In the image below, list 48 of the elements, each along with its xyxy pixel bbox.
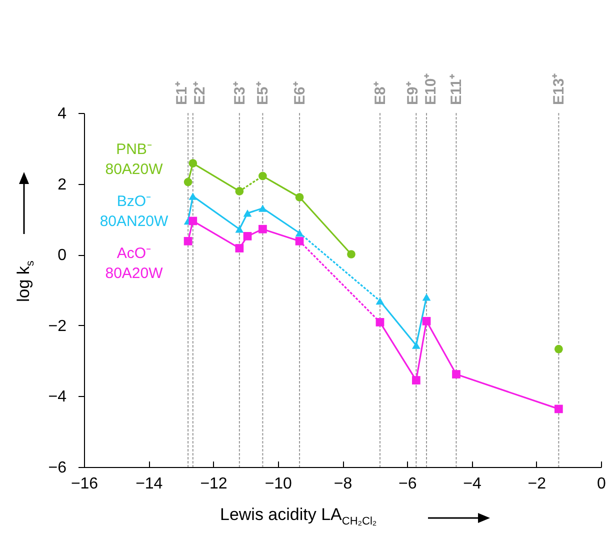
point <box>184 236 192 246</box>
point <box>376 297 384 305</box>
x-tick-label: −4 <box>463 476 482 492</box>
ref-line-label: E3⁺ <box>231 82 248 105</box>
ref-line-label: E13⁺ <box>550 73 568 105</box>
x-axis-title: Lewis acidity LA$_{CH₂Cl₂}$ <box>220 505 377 528</box>
y-tick-label: −6 <box>48 460 67 476</box>
point <box>452 370 460 378</box>
point <box>235 187 244 196</box>
y-tick-label: 0 <box>58 247 67 264</box>
ref-line-label: E2⁺ <box>191 82 208 105</box>
point <box>422 293 431 301</box>
point <box>184 178 192 186</box>
ref-line-label: E10⁺ <box>422 73 440 105</box>
ref-line-label: E1⁺ <box>173 82 190 105</box>
series-label: BzO⁻ 80AN20W <box>100 193 170 230</box>
point <box>235 244 244 252</box>
point <box>376 318 384 326</box>
ref-line-label: E11⁺ <box>448 74 466 105</box>
ref-line-label: E6⁺ <box>292 82 309 105</box>
x-tick-label: −2 <box>528 476 546 492</box>
point <box>188 216 198 226</box>
x-tick-label: −14 <box>136 476 163 492</box>
point <box>188 192 198 200</box>
x-tick-label: −12 <box>200 476 228 492</box>
point <box>412 342 420 349</box>
point <box>243 210 252 217</box>
point <box>235 225 244 233</box>
point <box>412 376 420 384</box>
point <box>422 316 431 326</box>
y-tick-label: 2 <box>58 176 67 194</box>
series-label: AcO⁻ 80A20W <box>105 245 164 282</box>
x-tick-label: −6 <box>398 476 417 492</box>
x-tick-label: −16 <box>70 476 98 492</box>
ref-line-label: E9⁺ <box>404 82 422 105</box>
x-tick-label: −8 <box>334 476 352 492</box>
y-tick-label: −2 <box>48 318 67 335</box>
point <box>554 404 563 414</box>
series-label: PNB⁻ 80A20W <box>105 141 164 178</box>
y-tick-label: −4 <box>48 388 67 406</box>
point <box>554 344 563 354</box>
ref-line-label: E8⁺ <box>372 82 389 105</box>
point <box>188 159 198 168</box>
point <box>243 232 252 240</box>
y-tick-label: 4 <box>58 106 67 122</box>
x-tick-label: −10 <box>264 476 292 492</box>
ref-line-label: E5⁺ <box>254 82 272 105</box>
x-tick-label: 0 <box>597 476 606 492</box>
